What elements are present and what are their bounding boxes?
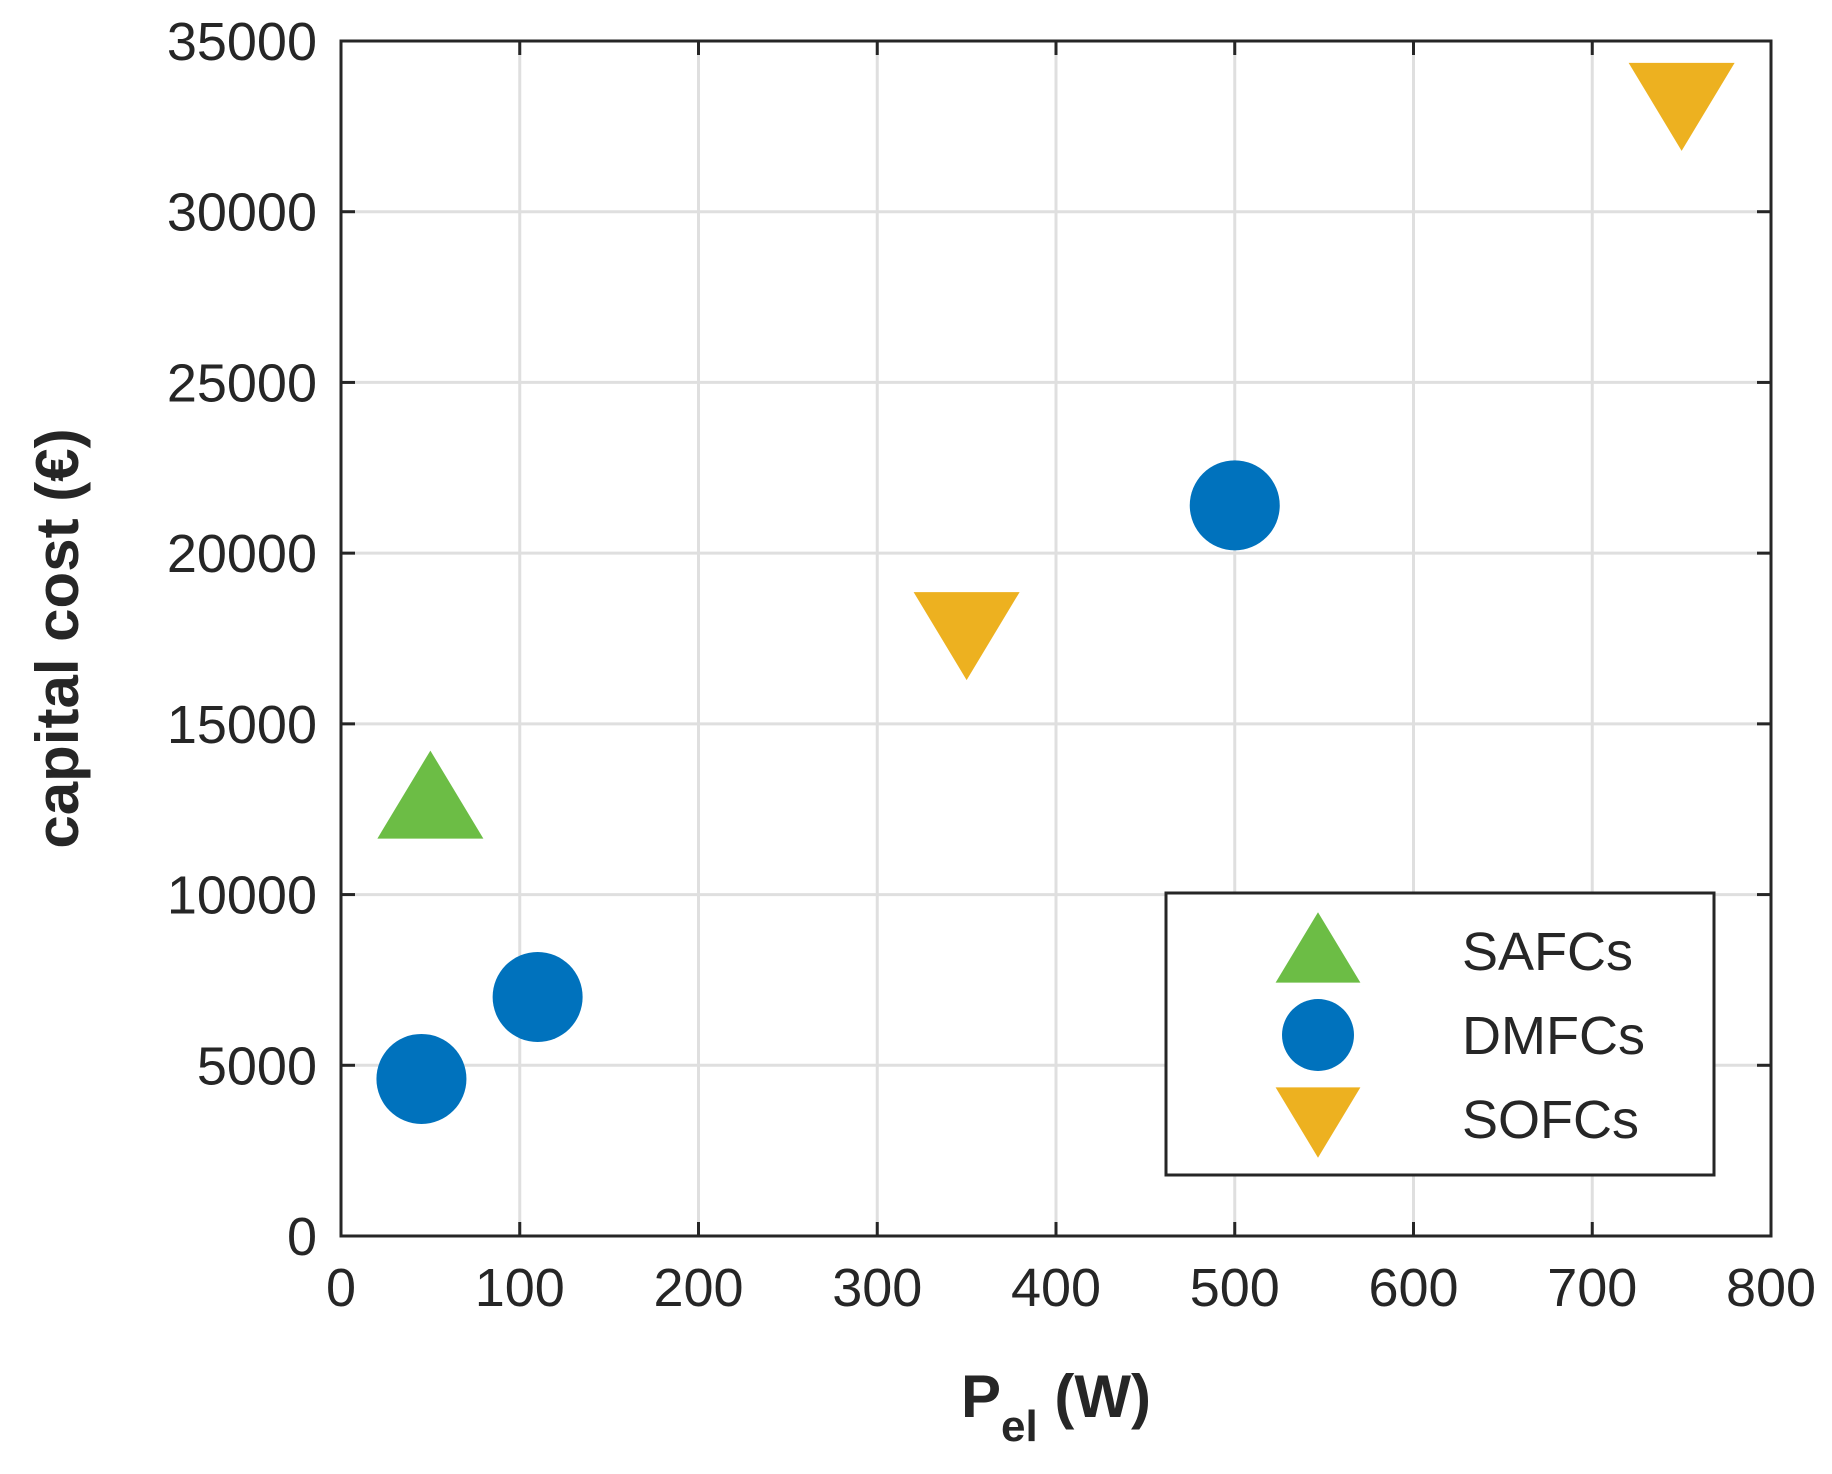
x-tick-labels: 0 100 200 300 400 500 600 700 800 xyxy=(326,1258,1816,1318)
x-axis-title-unit: (W) xyxy=(1038,1363,1151,1430)
y-axis-title: capital cost (€) xyxy=(24,428,91,848)
y-tick-labels: 0 5000 10000 15000 20000 25000 30000 35000 xyxy=(167,12,317,1267)
axis-ticks xyxy=(339,39,1773,1238)
legend-marker-sofcs xyxy=(1275,1087,1361,1158)
y-tick-label: 5000 xyxy=(197,1036,317,1096)
legend-marker-dmfcs xyxy=(1282,999,1354,1071)
legend-item-dmfcs: DMFCs xyxy=(1282,999,1645,1071)
x-axis-title-main: P xyxy=(961,1363,1001,1430)
legend-label: SOFCs xyxy=(1462,1090,1639,1150)
legend-box xyxy=(1164,891,1716,1177)
legend-marker-safcs xyxy=(1275,912,1361,983)
y-tick-label: 0 xyxy=(287,1207,317,1267)
x-tick-label: 300 xyxy=(832,1258,922,1318)
legend-item-sofcs: SOFCs xyxy=(1275,1087,1639,1158)
legend-item-safcs: SAFCs xyxy=(1275,912,1633,983)
x-tick-label: 700 xyxy=(1547,1258,1637,1318)
y-tick-label: 30000 xyxy=(167,183,317,243)
y-tick-label: 15000 xyxy=(167,695,317,755)
dmfcs-point xyxy=(376,1033,467,1124)
data-markers xyxy=(376,62,1735,1124)
x-tick-label: 100 xyxy=(475,1258,565,1318)
legend: SAFCs DMFCs SOFCs xyxy=(1164,891,1716,1177)
x-axis-title-subscript: el xyxy=(1001,1402,1038,1451)
dmfcs-point xyxy=(492,952,583,1042)
y-tick-label: 20000 xyxy=(167,524,317,584)
x-tick-label: 200 xyxy=(653,1258,743,1318)
x-tick-label: 400 xyxy=(1011,1258,1101,1318)
y-tick-label: 10000 xyxy=(167,866,317,926)
legend-label: DMFCs xyxy=(1462,1006,1645,1066)
sofcs-point xyxy=(913,592,1020,681)
x-axis-title: Pel (W) xyxy=(961,1363,1151,1451)
x-tick-label: 500 xyxy=(1190,1258,1280,1318)
dmfcs-point xyxy=(1189,460,1280,551)
x-tick-label: 0 xyxy=(326,1258,356,1318)
x-tick-label: 600 xyxy=(1368,1258,1458,1318)
legend-label: SAFCs xyxy=(1462,922,1633,982)
x-tick-label: 800 xyxy=(1726,1258,1816,1318)
y-tick-label: 25000 xyxy=(167,353,317,413)
safcs-point xyxy=(377,750,484,839)
sofcs-point xyxy=(1628,62,1735,151)
y-tick-label: 35000 xyxy=(167,12,317,72)
